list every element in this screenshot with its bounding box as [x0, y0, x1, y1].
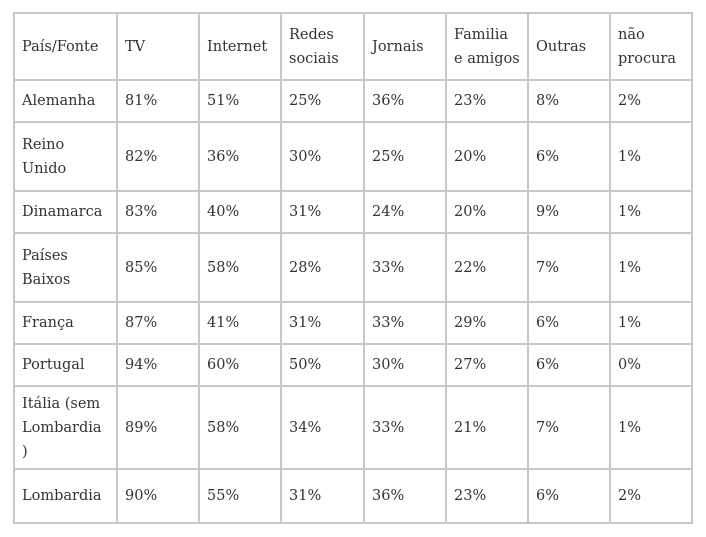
percent-cell: 34% — [280, 385, 365, 470]
table-row: Alemanha 81% 51% 25% 36% 23% 8% 2% — [13, 79, 693, 123]
percent-cell: 36% — [363, 468, 447, 524]
column-header: não procura — [609, 12, 693, 81]
table-row: Reino Unido 82% 36% 30% 25% 20% 6% 1% — [13, 121, 693, 192]
percent-cell: 22% — [445, 232, 529, 303]
country-cell: Dinamarca — [13, 190, 118, 234]
percent-cell: 6% — [527, 121, 611, 192]
percent-cell: 83% — [116, 190, 200, 234]
percent-cell: 1% — [609, 121, 693, 192]
percent-cell: 31% — [280, 301, 365, 345]
column-header: Redes sociais — [280, 12, 365, 81]
percent-cell: 51% — [198, 79, 282, 123]
percent-cell: 36% — [363, 79, 447, 123]
percent-cell: 40% — [198, 190, 282, 234]
percent-cell: 60% — [198, 343, 282, 387]
percent-cell: 33% — [363, 232, 447, 303]
percent-cell: 1% — [609, 190, 693, 234]
percent-cell: 23% — [445, 79, 529, 123]
percent-cell: 6% — [527, 468, 611, 524]
percent-cell: 81% — [116, 79, 200, 123]
percent-cell: 28% — [280, 232, 365, 303]
percent-cell: 33% — [363, 301, 447, 345]
percent-cell: 29% — [445, 301, 529, 345]
country-cell: Reino Unido — [13, 121, 118, 192]
percent-cell: 20% — [445, 190, 529, 234]
percent-cell: 7% — [527, 385, 611, 470]
table-row: Dinamarca 83% 40% 31% 24% 20% 9% 1% — [13, 190, 693, 234]
percent-cell: 31% — [280, 468, 365, 524]
percent-cell: 9% — [527, 190, 611, 234]
percent-cell: 58% — [198, 385, 282, 470]
percent-cell: 33% — [363, 385, 447, 470]
percent-cell: 1% — [609, 232, 693, 303]
country-cell: Itália (sem Lombardia ) — [13, 385, 118, 470]
percent-cell: 94% — [116, 343, 200, 387]
percent-cell: 50% — [280, 343, 365, 387]
news-sources-table: País/Fonte TV Internet Redes sociais Jornais… — [13, 12, 693, 524]
percent-cell: 36% — [198, 121, 282, 192]
country-cell: Alemanha — [13, 79, 118, 123]
country-cell: Portugal — [13, 343, 118, 387]
country-cell: Lombardia — [13, 468, 118, 524]
percent-cell: 1% — [609, 385, 693, 470]
header-row: País/Fonte TV Internet Redes sociais Jornais… — [13, 12, 693, 81]
percent-cell: 20% — [445, 121, 529, 192]
percent-cell: 85% — [116, 232, 200, 303]
column-header: Internet — [198, 12, 282, 81]
percent-cell: 0% — [609, 343, 693, 387]
percent-cell: 6% — [527, 301, 611, 345]
percent-cell: 87% — [116, 301, 200, 345]
percent-cell: 24% — [363, 190, 447, 234]
percent-cell: 89% — [116, 385, 200, 470]
table-row: Países Baixos 85% 58% 28% 33% 22% 7% 1% — [13, 232, 693, 303]
column-header: País/Fonte — [13, 12, 118, 81]
table-row: Lombardia 90% 55% 31% 36% 23% 6% 2% — [13, 468, 693, 524]
percent-cell: 23% — [445, 468, 529, 524]
percent-cell: 25% — [363, 121, 447, 192]
percent-cell: 58% — [198, 232, 282, 303]
column-header: Familia e amigos — [445, 12, 529, 81]
table-row: Itália (sem Lombardia ) 89% 58% 34% 33% 21% 7%… — [13, 385, 693, 470]
percent-cell: 30% — [280, 121, 365, 192]
percent-cell: 25% — [280, 79, 365, 123]
percent-cell: 7% — [527, 232, 611, 303]
country-cell: Países Baixos — [13, 232, 118, 303]
percent-cell: 31% — [280, 190, 365, 234]
percent-cell: 8% — [527, 79, 611, 123]
column-header: TV — [116, 12, 200, 81]
percent-cell: 6% — [527, 343, 611, 387]
percent-cell: 55% — [198, 468, 282, 524]
percent-cell: 1% — [609, 301, 693, 345]
percent-cell: 27% — [445, 343, 529, 387]
table-row: França 87% 41% 31% 33% 29% 6% 1% — [13, 301, 693, 345]
percent-cell: 2% — [609, 79, 693, 123]
country-cell: França — [13, 301, 118, 345]
percent-cell: 30% — [363, 343, 447, 387]
percent-cell: 41% — [198, 301, 282, 345]
percent-cell: 21% — [445, 385, 529, 470]
percent-cell: 90% — [116, 468, 200, 524]
table-row: Portugal 94% 60% 50% 30% 27% 6% 0% — [13, 343, 693, 387]
column-header: Outras — [527, 12, 611, 81]
percent-cell: 2% — [609, 468, 693, 524]
column-header: Jornais — [363, 12, 447, 81]
percent-cell: 82% — [116, 121, 200, 192]
